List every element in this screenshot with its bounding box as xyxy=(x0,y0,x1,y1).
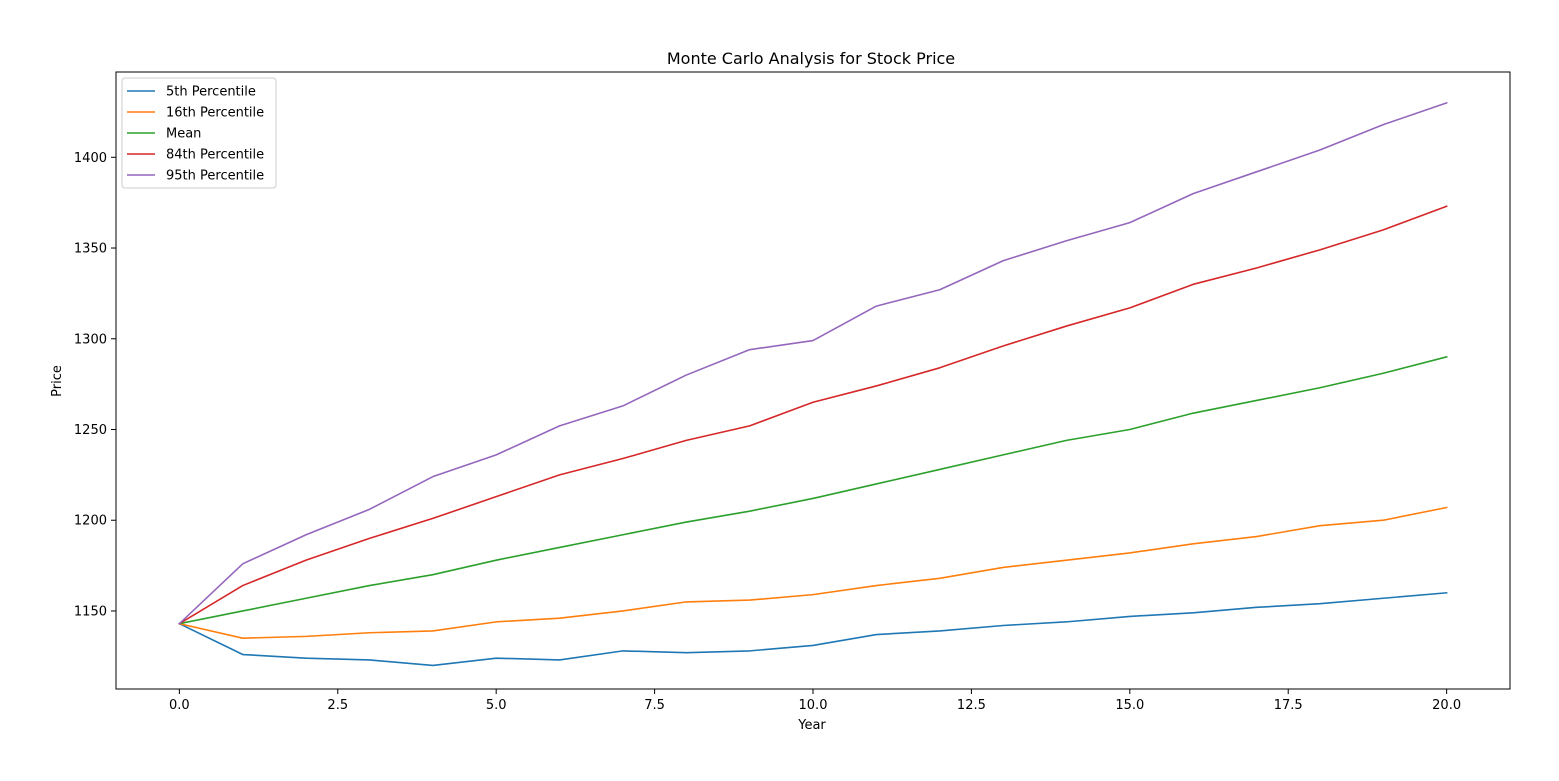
x-tick-label: 12.5 xyxy=(957,698,986,713)
y-axis-label: Price xyxy=(50,365,65,397)
series-line-3 xyxy=(178,355,1448,625)
x-tick-label: 7.5 xyxy=(644,698,665,713)
x-axis-ticks: 0.0 2.5 5.0 7.5 10.0 12.5 15.0 17.5 20.0 xyxy=(169,689,1461,713)
series-lines xyxy=(178,101,1448,667)
series-line-1 xyxy=(178,591,1448,667)
plot-area-frame xyxy=(115,71,1511,690)
legend-label: Mean xyxy=(166,127,201,142)
y-tick-label: 1400 xyxy=(74,151,107,166)
legend: 5th Percentile 16th Percentile Mean 84th Pe… xyxy=(121,77,277,189)
y-tick-label: 1250 xyxy=(74,423,107,438)
y-tick-label: 1150 xyxy=(74,604,107,619)
legend-label: 84th Percentile xyxy=(166,148,264,163)
series-line-2 xyxy=(178,506,1448,639)
chart-title: Monte Carlo Analysis for Stock Price xyxy=(667,49,955,68)
legend-label: 95th Percentile xyxy=(166,169,264,184)
x-tick-label: 2.5 xyxy=(327,698,348,713)
y-tick-label: 1350 xyxy=(74,242,107,257)
x-tick-label: 0.0 xyxy=(169,698,190,713)
y-tick-label: 1300 xyxy=(74,332,107,347)
y-tick-label: 1200 xyxy=(74,514,107,529)
x-axis-label: Year xyxy=(797,718,826,733)
x-tick-label: 5.0 xyxy=(486,698,507,713)
x-tick-label: 15.0 xyxy=(1115,698,1144,713)
legend-label: 16th Percentile xyxy=(166,106,264,121)
series-line-5 xyxy=(178,101,1448,625)
x-tick-label: 10.0 xyxy=(799,698,828,713)
y-axis-ticks: 1150 1200 1250 1300 1350 1400 xyxy=(74,151,116,619)
legend-label: 5th Percentile xyxy=(166,85,256,100)
x-tick-label: 17.5 xyxy=(1274,698,1303,713)
series-line-4 xyxy=(178,205,1448,625)
x-tick-label: 20.0 xyxy=(1432,698,1461,713)
legend-box xyxy=(121,77,277,189)
